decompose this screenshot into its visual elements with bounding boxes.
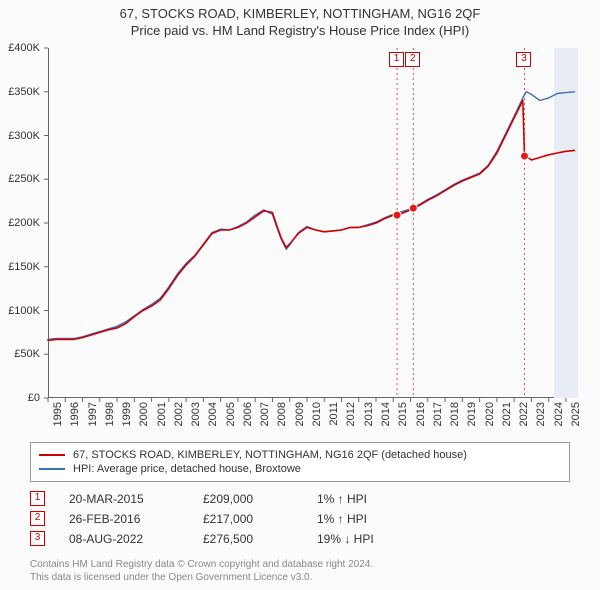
- transaction-delta: 1% ↑ HPI: [317, 512, 427, 526]
- x-tick-label: 2005: [225, 402, 237, 426]
- sale-marker-label: 3: [516, 52, 531, 67]
- transaction-row: 3 08-AUG-2022 £276,500 19% ↓ HPI: [30, 531, 570, 546]
- transaction-date: 26-FEB-2016: [69, 512, 179, 526]
- sale-marker-label: 1: [389, 52, 404, 67]
- y-axis: £0£50K£100K£150K£200K£250K£300K£350K£400…: [0, 48, 44, 398]
- x-tick-label: 2020: [484, 402, 496, 426]
- x-tick-label: 2025: [570, 402, 582, 426]
- sale-marker-label: 2: [405, 52, 420, 67]
- x-tick-label: 2018: [449, 402, 461, 426]
- legend-swatch: [39, 468, 65, 470]
- y-tick-label: £400K: [8, 42, 40, 54]
- x-tick-label: 2014: [380, 402, 392, 426]
- x-tick-label: 2004: [207, 402, 219, 426]
- y-tick-label: £250K: [8, 173, 40, 185]
- x-tick-label: 1995: [52, 402, 64, 426]
- transaction-price: £276,500: [203, 532, 293, 546]
- x-tick-label: 2022: [518, 402, 530, 426]
- y-tick-label: £300K: [8, 130, 40, 142]
- x-tick-label: 1999: [121, 402, 133, 426]
- y-tick-label: £200K: [8, 217, 40, 229]
- y-tick-label: £50K: [14, 348, 40, 360]
- chart-svg: [48, 48, 578, 398]
- x-tick-label: 2000: [138, 402, 150, 426]
- transaction-delta: 1% ↑ HPI: [317, 492, 427, 506]
- x-tick-label: 1997: [87, 402, 99, 426]
- x-tick-label: 2019: [466, 402, 478, 426]
- transaction-row: 1 20-MAR-2015 £209,000 1% ↑ HPI: [30, 491, 570, 506]
- x-tick-label: 2009: [294, 402, 306, 426]
- subtitle: Price paid vs. HM Land Registry's House …: [0, 23, 600, 38]
- transaction-row: 2 26-FEB-2016 £217,000 1% ↑ HPI: [30, 511, 570, 526]
- legend-label: HPI: Average price, detached house, Brox…: [73, 463, 301, 475]
- titles: 67, STOCKS ROAD, KIMBERLEY, NOTTINGHAM, …: [0, 0, 600, 38]
- plot-area: 12 3: [48, 48, 578, 398]
- x-tick-label: 2016: [415, 402, 427, 426]
- x-tick-label: 2023: [535, 402, 547, 426]
- footer-line2: This data is licensed under the Open Gov…: [30, 571, 570, 584]
- x-axis: 1995 1996 1997 1998 1999 2000 2001 2002 2003 2004…: [48, 400, 578, 440]
- transaction-date: 08-AUG-2022: [69, 532, 179, 546]
- transactions-table: 1 20-MAR-2015 £209,000 1% ↑ HPI 2 26-FEB-2016…: [30, 486, 570, 551]
- y-tick-label: £150K: [8, 261, 40, 273]
- transaction-date: 20-MAR-2015: [69, 492, 179, 506]
- transaction-price: £209,000: [203, 492, 293, 506]
- x-tick-label: 2021: [501, 402, 513, 426]
- x-tick-label: 2024: [553, 402, 565, 426]
- x-tick-label: 2011: [328, 402, 340, 426]
- x-tick-label: 2013: [363, 402, 375, 426]
- legend-label: 67, STOCKS ROAD, KIMBERLEY, NOTTINGHAM, …: [73, 449, 467, 461]
- x-tick-label: 2006: [242, 402, 254, 426]
- transaction-marker: 1: [30, 491, 45, 506]
- transaction-marker: 2: [30, 511, 45, 526]
- x-tick-label: 2010: [311, 402, 323, 426]
- footer-line1: Contains HM Land Registry data © Crown c…: [30, 558, 570, 571]
- legend-row: 67, STOCKS ROAD, KIMBERLEY, NOTTINGHAM, …: [39, 449, 561, 461]
- y-tick-label: £0: [28, 392, 40, 404]
- x-tick-label: 2001: [156, 402, 168, 426]
- transaction-delta: 19% ↓ HPI: [317, 532, 427, 546]
- x-tick-label: 2008: [276, 402, 288, 426]
- x-tick-label: 2007: [259, 402, 271, 426]
- legend-swatch: [39, 454, 65, 456]
- y-tick-label: £100K: [8, 305, 40, 317]
- transaction-marker: 3: [30, 531, 45, 546]
- x-tick-label: 1996: [69, 402, 81, 426]
- address-title: 67, STOCKS ROAD, KIMBERLEY, NOTTINGHAM, …: [0, 6, 600, 21]
- chart-figure: 67, STOCKS ROAD, KIMBERLEY, NOTTINGHAM, …: [0, 0, 600, 590]
- x-tick-label: 2015: [397, 402, 409, 426]
- x-tick-label: 2003: [190, 402, 202, 426]
- x-tick-label: 2017: [432, 402, 444, 426]
- transaction-price: £217,000: [203, 512, 293, 526]
- y-tick-label: £350K: [8, 86, 40, 98]
- legend: 67, STOCKS ROAD, KIMBERLEY, NOTTINGHAM, …: [30, 442, 570, 482]
- x-tick-label: 2012: [345, 402, 357, 426]
- footer: Contains HM Land Registry data © Crown c…: [30, 558, 570, 584]
- x-tick-label: 1998: [104, 402, 116, 426]
- legend-row: HPI: Average price, detached house, Brox…: [39, 463, 561, 475]
- x-tick-label: 2002: [173, 402, 185, 426]
